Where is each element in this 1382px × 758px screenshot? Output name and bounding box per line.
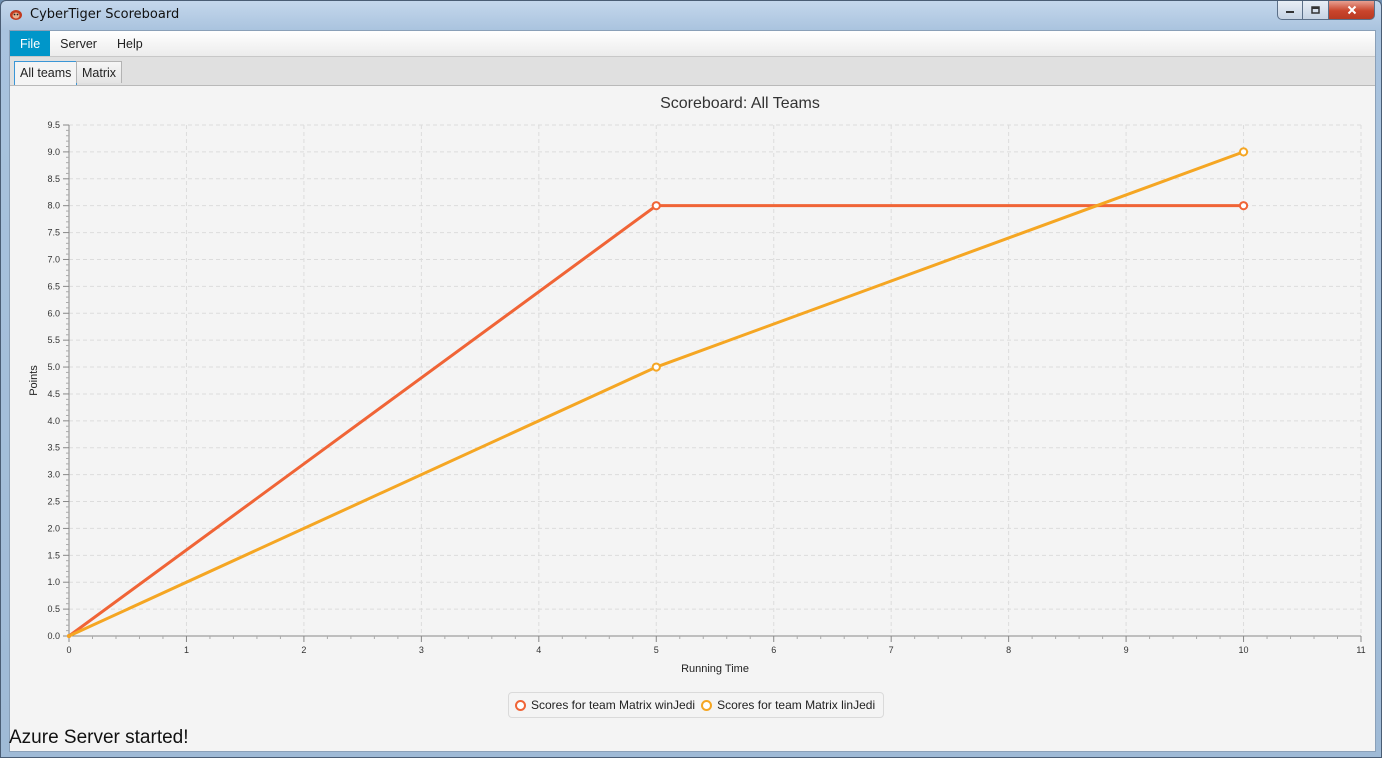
- y-tick-label: 6.0: [47, 308, 60, 318]
- caption-buttons: [1277, 1, 1375, 20]
- x-tick-label: 9: [1124, 645, 1129, 655]
- client-area: File Server Help All teams Matrix Scoreb…: [9, 30, 1376, 752]
- legend-item-winjedi: Scores for team Matrix winJedi: [515, 698, 695, 712]
- chart-legend: Scores for team Matrix winJedi Scores fo…: [508, 692, 885, 718]
- y-tick-label: 3.0: [47, 470, 60, 480]
- y-tick-label: 4.0: [47, 416, 60, 426]
- y-tick-label: 3.5: [47, 443, 60, 453]
- x-tick-label: 0: [66, 645, 71, 655]
- x-tick-label: 8: [1006, 645, 1011, 655]
- menu-bar: File Server Help: [10, 31, 1375, 57]
- y-tick-label: 5.0: [47, 362, 60, 372]
- x-tick-label: 2: [301, 645, 306, 655]
- y-tick-label: 0.0: [47, 631, 60, 641]
- y-tick-label: 9.0: [47, 147, 60, 157]
- tab-matrix[interactable]: Matrix: [76, 61, 123, 83]
- app-tiger-icon: [10, 10, 22, 20]
- x-tick-label: 7: [889, 645, 894, 655]
- y-tick-label: 8.5: [47, 174, 60, 184]
- series-2-point: [651, 362, 661, 372]
- window-title: CyberTiger Scoreboard: [30, 7, 180, 22]
- menu-file[interactable]: File: [10, 31, 51, 56]
- restore-icon: [1310, 6, 1320, 14]
- title-bar[interactable]: CyberTiger Scoreboard: [1, 1, 1381, 29]
- series-1-point: [651, 201, 661, 211]
- menu-server[interactable]: Server: [60, 37, 97, 51]
- y-tick-label: 5.5: [47, 335, 60, 345]
- series-2-point: [1238, 147, 1249, 157]
- series-2-origin-point: [67, 634, 71, 638]
- legend-label: Scores for team Matrix winJedi: [531, 698, 696, 712]
- legend-marker-icon: [701, 699, 713, 711]
- close-button[interactable]: [1329, 1, 1375, 20]
- minimize-button[interactable]: [1277, 1, 1303, 20]
- x-tick-label: 6: [771, 645, 776, 655]
- y-tick-label: 4.5: [47, 389, 60, 399]
- y-tick-label: 2.0: [47, 523, 60, 533]
- y-tick-label: 1.5: [47, 550, 60, 560]
- tab-bar: All teams Matrix: [10, 57, 1375, 86]
- legend-marker-icon: [515, 699, 526, 711]
- y-tick-label: 7.0: [47, 254, 60, 264]
- close-icon: [1347, 5, 1356, 15]
- y-tick-label: 1.0: [47, 577, 60, 587]
- x-tick-label: 1: [184, 645, 189, 655]
- y-tick-label: 7.5: [47, 228, 60, 238]
- status-message: Azure Server started!: [9, 727, 189, 748]
- y-tick-label: 2.5: [47, 497, 60, 507]
- x-tick-label: 3: [419, 645, 424, 655]
- maximize-button[interactable]: [1303, 1, 1329, 20]
- line-chart: Scoreboard: All Teams 0 1 2 3 4 5 6 7 8 9 10 11 0.0 0.…: [10, 86, 1375, 726]
- chart-canvas: Scoreboard: All Teams 0 1 2 3 4 5 6 7 8 9 10 11 0.0 0.…: [28, 95, 1366, 675]
- x-tick-label: 4: [536, 645, 541, 655]
- x-tick-label: 11: [1356, 645, 1365, 655]
- tab-all-teams[interactable]: All teams: [14, 61, 78, 85]
- y-tick-label: 9.5: [47, 120, 60, 130]
- x-tick-label: 5: [654, 645, 659, 655]
- x-tick-label: 10: [1239, 645, 1249, 655]
- menu-help[interactable]: Help: [116, 37, 143, 51]
- y-tick-label: 8.0: [47, 201, 60, 211]
- y-axis-label: Points: [28, 365, 40, 396]
- series-1-point: [1238, 201, 1249, 211]
- y-tick-label: 6.5: [47, 281, 60, 291]
- legend-item-linjedi: Scores for team Matrix linJedi: [701, 698, 875, 712]
- x-axis-label: Running Time: [681, 663, 749, 675]
- y-tick-label: 0.5: [47, 604, 60, 614]
- legend-label: Scores for team Matrix linJedi: [717, 698, 876, 712]
- minimize-icon: [1286, 11, 1294, 13]
- chart-title: Scoreboard: All Teams: [660, 95, 820, 112]
